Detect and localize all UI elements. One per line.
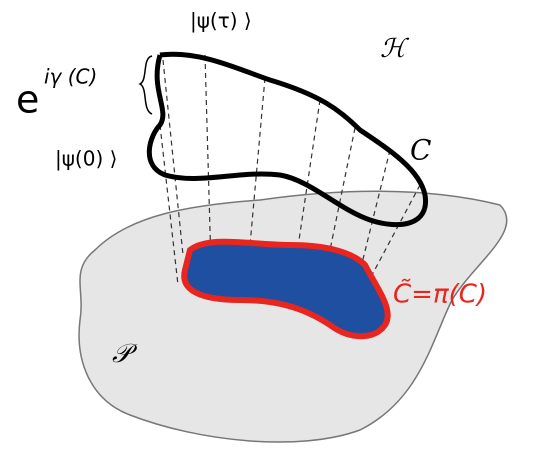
projective-space-region [79, 191, 507, 442]
psi-0-label: |ψ(0) ⟩ [55, 147, 117, 171]
diagram: |ψ(τ) ⟩ e iγ (C) ℋ |ψ(0) ⟩ C C̃=π(C) 𝒫 [0, 0, 542, 460]
projected-curve-label: C̃=π(C) [393, 278, 487, 310]
psi-tau-label: |ψ(τ) ⟩ [190, 9, 252, 33]
hilbert-space-label: ℋ [380, 34, 410, 64]
curve-label: C [410, 134, 431, 167]
phase-brace [140, 56, 152, 114]
phase-base: e [16, 78, 39, 122]
phase-exponent: iγ (C) [44, 65, 97, 89]
